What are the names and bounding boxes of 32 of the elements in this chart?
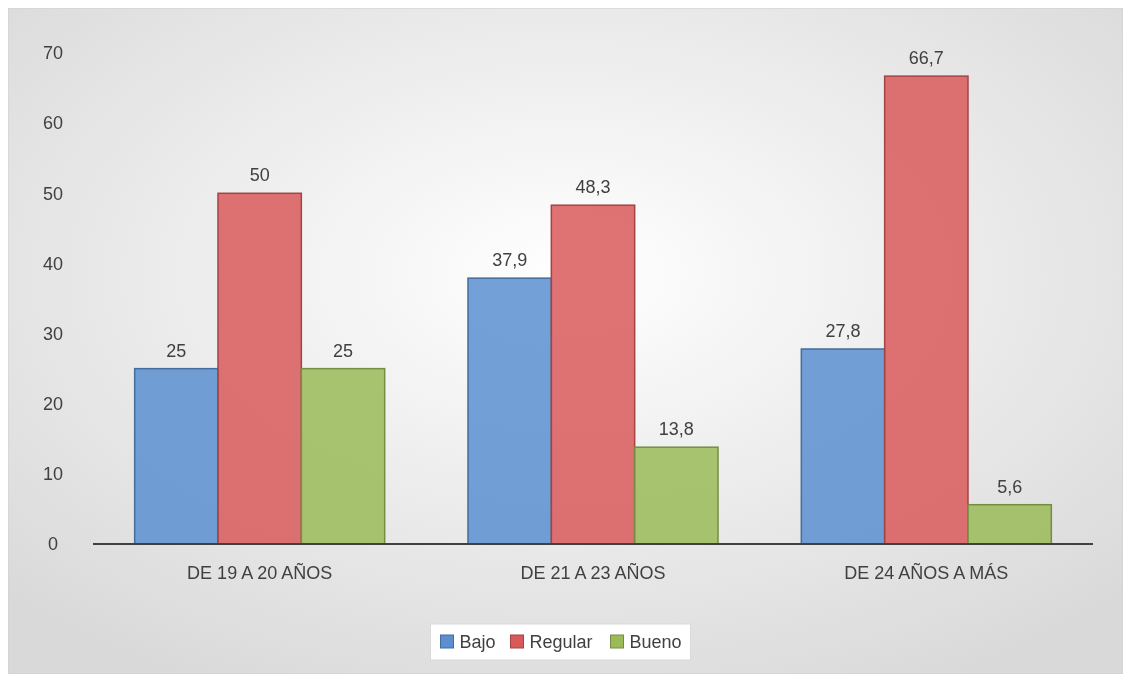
x-tick-label: DE 24 AÑOS A MÁS (844, 562, 1009, 583)
x-tick-label: DE 19 A 20 AÑOS (187, 562, 333, 583)
y-tick-label: 30 (42, 323, 64, 344)
bar (467, 277, 553, 545)
data-label: 13,8 (658, 419, 694, 440)
bar (883, 75, 969, 545)
data-label: 50 (249, 165, 270, 186)
y-tick-label: 40 (42, 253, 64, 274)
y-tick-label: 60 (42, 113, 64, 134)
data-label: 66,7 (908, 48, 944, 69)
y-tick-label: 70 (42, 43, 64, 64)
bar (800, 348, 886, 545)
y-tick-label: 50 (42, 183, 64, 204)
y-tick-label: 20 (42, 394, 64, 415)
bar (967, 503, 1053, 545)
data-label: 37,9 (492, 250, 528, 271)
data-label: 5,6 (997, 476, 1023, 497)
y-tick-label: 10 (42, 464, 64, 485)
bar (133, 367, 219, 545)
bar (550, 204, 636, 545)
x-tick-label: DE 21 A 23 AÑOS (520, 562, 666, 583)
bar (300, 367, 386, 545)
legend-label: Bajo (459, 632, 496, 653)
data-label: 25 (166, 340, 187, 361)
data-label: 25 (332, 340, 354, 361)
y-tick-label: 0 (47, 534, 59, 555)
bar (633, 446, 719, 545)
legend-label: Regular (529, 632, 593, 653)
data-label: 27,8 (825, 321, 861, 341)
bar (217, 192, 303, 545)
legend-label: Bueno (629, 632, 682, 653)
data-label: 48,3 (575, 177, 611, 198)
